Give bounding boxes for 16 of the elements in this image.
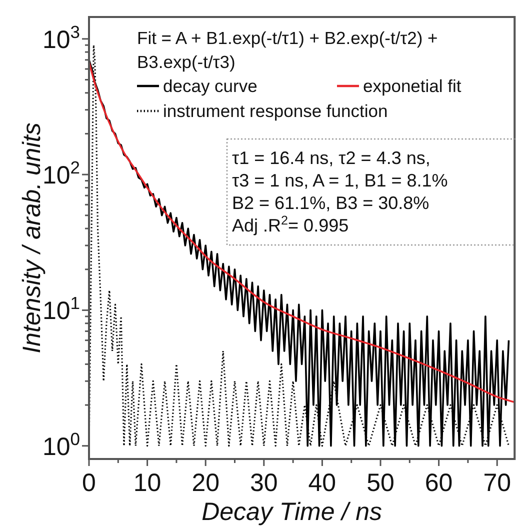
- x-tick-label: 40: [308, 469, 336, 497]
- y-tick-label: 10$^{3}$: [42, 22, 80, 54]
- annotation: Fit = A + B1.exp(-t/τ1) + B2.exp(-t/τ2) + B3.exp(-t/τ3): [137, 28, 438, 72]
- x-tick-label: 30: [250, 469, 278, 497]
- x-axis-title: Decay Time / ns: [202, 498, 382, 526]
- legend-label: instrument response function: [163, 101, 388, 121]
- x-tick-label: 10: [133, 469, 162, 497]
- legend-label: exponetial fit: [363, 76, 462, 96]
- x-tick-label: 70: [483, 469, 512, 497]
- y-tick-label: 10$^{0}$: [42, 428, 80, 461]
- x-tick-label: 20: [192, 469, 220, 497]
- x-tick-label: 50: [366, 469, 394, 497]
- legend-label: decay curve: [163, 76, 258, 96]
- x-tick-label: 60: [424, 469, 453, 497]
- annotation: τ1 = 16.4 ns, τ2 = 4.3 ns, τ3 = 1 ns, A = 1, B1 = 8.1% B2 = 61.1%, B3 = 30.8% Adj .R$^{2}$= 0.995: [232, 148, 448, 236]
- x-tick-label: 0: [82, 469, 96, 497]
